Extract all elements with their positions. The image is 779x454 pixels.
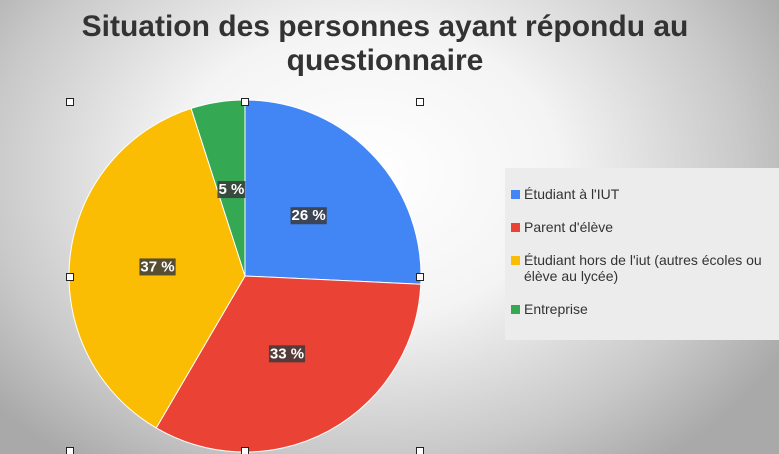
legend-item-2: Étudiant hors de l'iut (autres écoles ou… [511,252,775,284]
pie-slice-0 [244,99,422,285]
legend-item-0: Étudiant à l'IUT [511,186,775,202]
legend-item-1: Parent d'élève [511,219,775,235]
resize-handle-2[interactable] [416,98,424,106]
resize-handle-7[interactable] [416,447,424,454]
resize-handle-6[interactable] [241,447,249,454]
slice-label-text-1: 33 % [270,345,304,362]
chart-title: Situation des personnes ayant répondu au… [81,10,689,77]
resize-handle-3[interactable] [66,273,74,281]
resize-handle-4[interactable] [416,273,424,281]
legend-swatch-3 [511,305,520,314]
slice-label-bg-1 [268,345,306,363]
slice-label-text-0: 26 % [292,207,326,224]
pie-slice-1 [155,275,422,453]
slice-label-3: 5 % [217,181,246,199]
legend-swatch-2 [511,256,520,265]
legend-item-3: Entreprise [511,301,775,317]
slice-label-0: 26 % [290,207,327,225]
legend-swatch-0 [511,190,520,199]
legend-label-3: Entreprise [524,301,588,317]
legend-label-2: Étudiant hors de l'iut (autres écoles ou… [524,252,762,284]
slice-label-bg-0 [290,207,327,225]
legend-label-0: Étudiant à l'IUT [524,186,620,202]
resize-handle-0[interactable] [66,98,74,106]
legend-swatch-1 [511,223,520,232]
resize-handle-5[interactable] [66,447,74,454]
slice-label-text-2: 37 % [140,258,174,275]
legend-label-1: Parent d'élève [524,219,614,235]
legend: Étudiant à l'IUT Parent d'élève Étudiant h… [505,168,779,340]
slice-label-1: 33 % [268,345,306,363]
slice-label-text-3: 5 % [218,181,244,198]
slice-label-bg-3 [217,181,246,199]
resize-handle-1[interactable] [241,98,249,106]
slice-label-bg-2 [139,258,176,276]
slice-label-2: 37 % [139,258,176,276]
